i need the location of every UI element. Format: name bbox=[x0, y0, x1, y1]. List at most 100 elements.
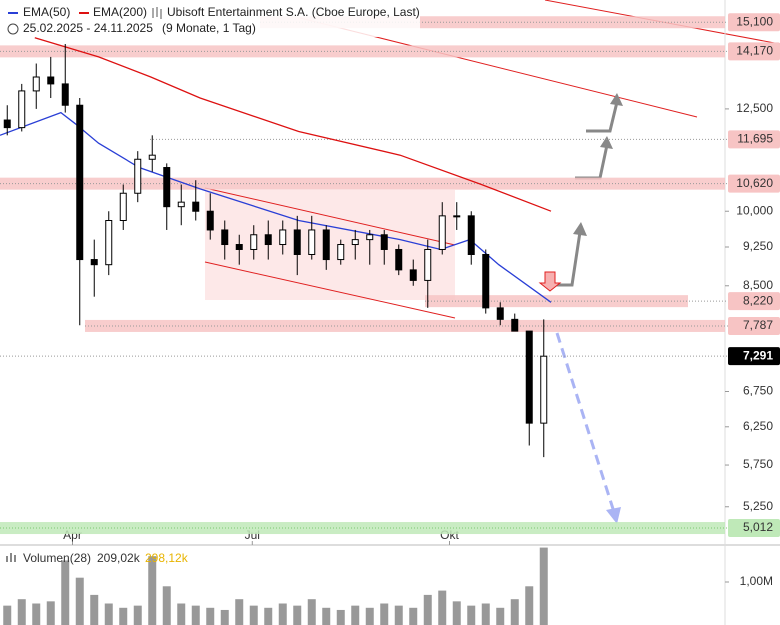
candle-body bbox=[482, 253, 490, 309]
sell-signal bbox=[538, 271, 562, 292]
candle-body bbox=[511, 318, 519, 332]
volume-bar bbox=[32, 603, 41, 625]
candle-body bbox=[395, 248, 403, 271]
volume-bar bbox=[162, 586, 171, 625]
level-label-box bbox=[728, 174, 780, 193]
candle-body bbox=[293, 229, 301, 255]
volume-bar bbox=[539, 547, 548, 625]
volume-bar bbox=[409, 607, 418, 625]
candle-body bbox=[438, 215, 446, 250]
volume-bar bbox=[481, 603, 490, 625]
candle-body bbox=[148, 154, 156, 160]
volume-bar bbox=[235, 599, 244, 625]
candle-body bbox=[467, 215, 475, 255]
date-range: 25.02.2025 - 24.11.2025 bbox=[23, 21, 153, 35]
volume-bar bbox=[380, 603, 389, 625]
arrow-head bbox=[600, 136, 613, 149]
level-label: 14,170 bbox=[736, 44, 773, 58]
level-label-box bbox=[728, 130, 780, 149]
candle-body bbox=[366, 234, 374, 241]
level-label-box bbox=[728, 292, 780, 311]
candle-body bbox=[496, 307, 504, 320]
candle-body bbox=[3, 119, 11, 129]
y-tick-label: 6,750 bbox=[743, 384, 773, 398]
level-zone bbox=[85, 319, 725, 332]
candle-body bbox=[221, 229, 229, 246]
candle-body bbox=[380, 234, 388, 250]
candle-body bbox=[264, 234, 272, 246]
volume-bar bbox=[365, 607, 374, 625]
legend-label: EMA(50) bbox=[23, 5, 70, 19]
level-label-box bbox=[728, 316, 780, 335]
candle-body bbox=[76, 104, 84, 261]
volume-bar bbox=[510, 599, 519, 625]
level-label: 11,695 bbox=[737, 132, 773, 146]
volume-bar bbox=[90, 594, 99, 625]
channel-line bbox=[204, 261, 456, 319]
volume-bar bbox=[133, 605, 142, 625]
volume-bar bbox=[148, 556, 157, 625]
volume-last: 298,12k bbox=[145, 551, 189, 565]
arrow-head bbox=[573, 222, 587, 236]
level-label: 8,220 bbox=[743, 293, 773, 307]
arrow bbox=[575, 144, 609, 180]
period: (9 Monate, 1 Tag) bbox=[162, 21, 256, 35]
volume-bar bbox=[249, 605, 258, 625]
drawings bbox=[204, 0, 780, 524]
level-zone bbox=[425, 295, 688, 308]
candle-body bbox=[351, 239, 359, 246]
header: EMA(50) EMA(200) Ubisoft Entertainment S… bbox=[0, 3, 420, 37]
candle-body bbox=[32, 76, 40, 92]
level-label-box bbox=[728, 347, 780, 366]
candle-body bbox=[163, 167, 171, 208]
candle-body bbox=[47, 76, 55, 85]
candle-body bbox=[250, 234, 258, 250]
volume-bar bbox=[46, 601, 55, 625]
level-label: 15,100 bbox=[736, 14, 773, 28]
volume-bar bbox=[336, 609, 345, 625]
volume-bar bbox=[119, 607, 128, 625]
volume-average: 209,02k bbox=[97, 551, 141, 565]
candle-body bbox=[525, 330, 533, 424]
volume-header: Volumen(28) 209,02k 298,12k bbox=[6, 551, 189, 565]
y-tick-label: 12,500 bbox=[736, 101, 773, 115]
volume-bar bbox=[278, 603, 287, 625]
volume-bar bbox=[322, 607, 331, 625]
candle-body bbox=[337, 244, 345, 261]
y-tick-label: 5,250 bbox=[743, 499, 773, 513]
forecast-arrow bbox=[555, 332, 616, 513]
candle-body bbox=[279, 229, 287, 246]
arrow-head bbox=[610, 93, 623, 106]
candle-body bbox=[540, 355, 548, 424]
ema-line bbox=[34, 37, 552, 212]
candle-body bbox=[453, 215, 461, 218]
arrow bbox=[586, 101, 619, 133]
candle-body bbox=[105, 220, 113, 266]
candle-body bbox=[90, 259, 98, 266]
level-label-box bbox=[728, 13, 780, 32]
volume-bar bbox=[467, 605, 476, 625]
volume-tick-label: 1,00M bbox=[740, 574, 773, 588]
volume-bar bbox=[264, 607, 273, 625]
y-tick-label: 8,500 bbox=[743, 278, 773, 292]
y-tick-label: 5,750 bbox=[743, 457, 773, 471]
candle-body bbox=[308, 229, 316, 255]
volume-bar bbox=[452, 601, 461, 625]
level-label: 7,787 bbox=[743, 318, 773, 332]
volume-bar bbox=[61, 560, 70, 625]
candle-icon bbox=[152, 7, 162, 19]
level-label-box bbox=[728, 519, 780, 538]
clock-icon bbox=[7, 23, 19, 35]
volume-bar bbox=[75, 577, 84, 625]
candle-body bbox=[235, 244, 243, 250]
volume-bar bbox=[3, 605, 12, 625]
level-label: 5,012 bbox=[743, 520, 773, 534]
volume-label: Volumen(28) bbox=[23, 551, 91, 565]
volume-bar bbox=[191, 605, 200, 625]
candle-body bbox=[206, 210, 214, 231]
candle-body bbox=[119, 192, 127, 222]
channel-line bbox=[204, 187, 456, 246]
volume-bar bbox=[220, 609, 229, 625]
volume-bar bbox=[17, 599, 26, 625]
